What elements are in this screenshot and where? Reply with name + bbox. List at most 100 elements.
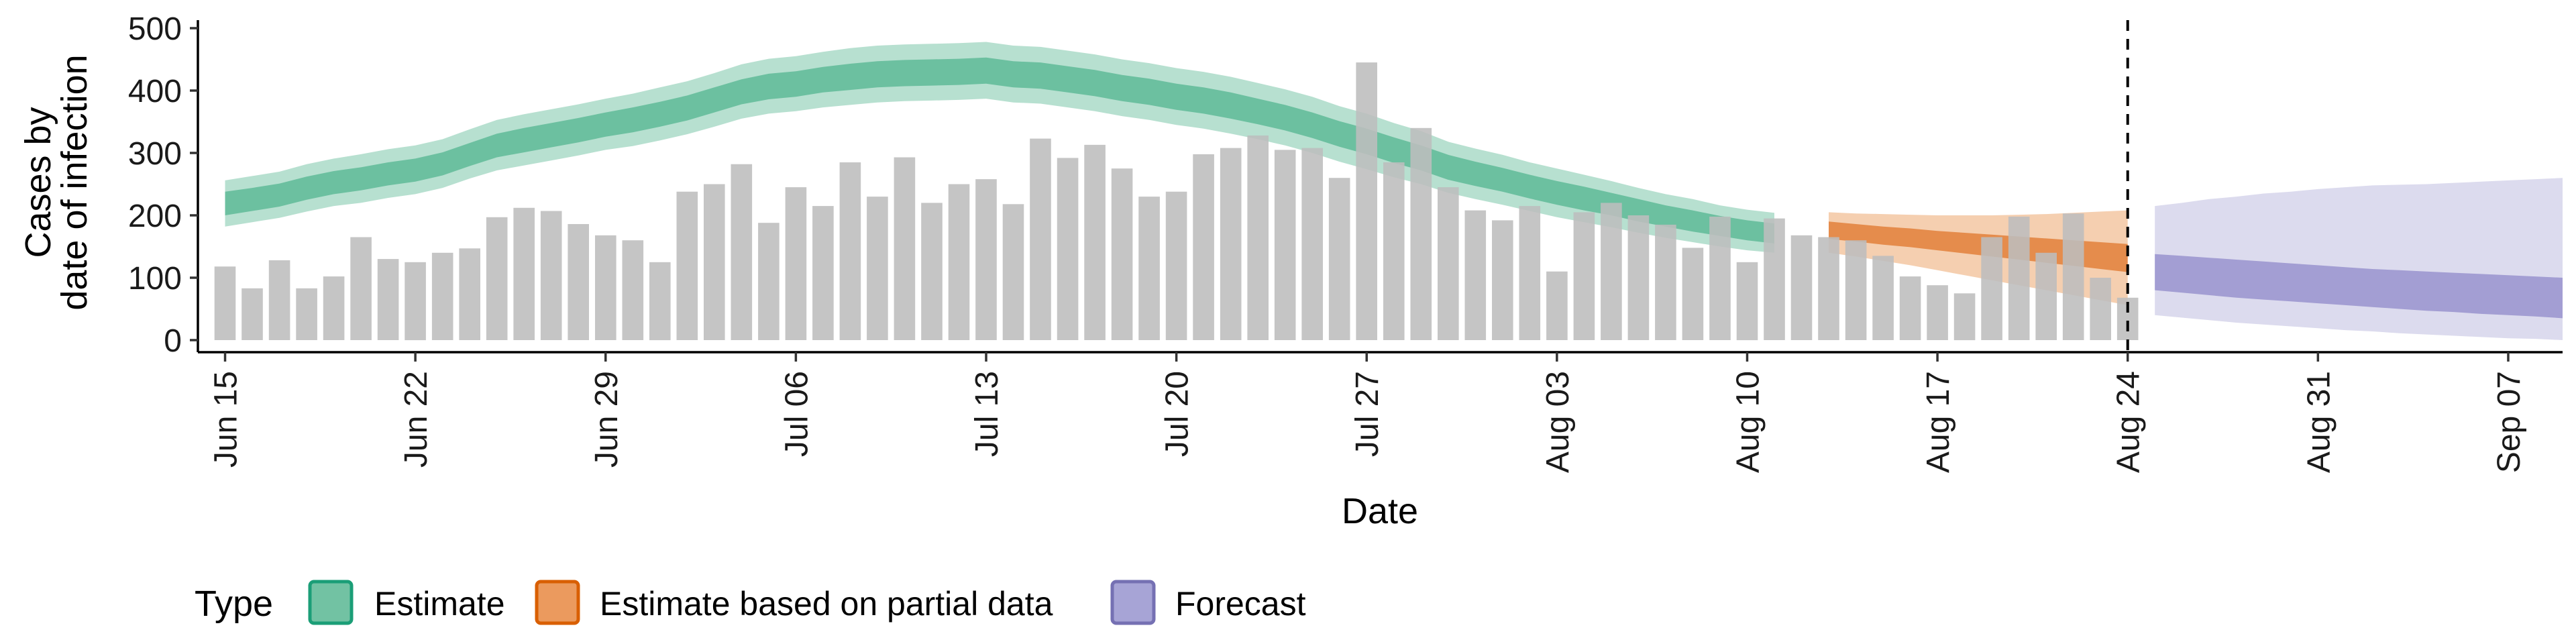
bar [867, 197, 888, 340]
bar [1383, 162, 1405, 340]
bar [1492, 220, 1513, 340]
bar [1030, 138, 1051, 340]
x-tick-label: Jul 06 [779, 371, 814, 457]
bar [758, 223, 780, 340]
bar [1301, 148, 1323, 340]
bar [975, 179, 997, 340]
bar [1872, 256, 1894, 340]
bar [1084, 144, 1106, 340]
x-tick-label: Aug 17 [1921, 371, 1956, 473]
bar [1764, 218, 1785, 340]
x-tick-label: Aug 10 [1731, 371, 1766, 473]
bar [350, 237, 372, 340]
bar [1981, 237, 2002, 340]
bar [296, 288, 317, 340]
axes-layer [197, 20, 2563, 354]
legend-label-estimate: Estimate [374, 585, 505, 623]
bar [1546, 271, 1568, 340]
bar [1464, 210, 1487, 340]
bar [1220, 148, 1242, 340]
legend-swatch-estimate [308, 580, 354, 625]
bar [1927, 285, 1948, 340]
bar [1601, 203, 1622, 340]
y-tick-label: 300 [128, 136, 182, 172]
legend-swatch-partial-data [535, 580, 580, 625]
bar [649, 262, 671, 341]
x-tick-label: Jul 27 [1350, 371, 1385, 457]
bar [540, 211, 562, 340]
bar [1790, 235, 1813, 340]
y-tick-label: 0 [164, 323, 182, 359]
x-tick-label: Jun 22 [398, 371, 434, 468]
bar [459, 248, 480, 340]
bar [1111, 168, 1133, 340]
legend-title: Type [195, 584, 273, 624]
bar [2090, 278, 2111, 340]
bars-layer [214, 62, 2139, 341]
bar [486, 217, 508, 340]
bar [676, 191, 698, 340]
bar [1736, 262, 1758, 341]
bar [1410, 127, 1432, 341]
legend-swatch-forecast [1110, 580, 1156, 625]
bar [405, 262, 426, 341]
bar [622, 240, 644, 340]
x-tick-label: Jun 15 [209, 371, 244, 468]
ticks-layer: 0 100 200 300 400 500 Jun 15 Jun 22 Jun 29 Jul 06… [128, 11, 2527, 473]
bar [1002, 204, 1024, 340]
x-tick-label: Jul 13 [969, 371, 1005, 457]
bar [513, 207, 535, 340]
y-axis-title-line-1: Cases by [18, 107, 58, 258]
bar [1573, 212, 1595, 340]
bar [2035, 252, 2057, 340]
legend-label-partial-data: Estimate based on partial data [600, 585, 1053, 623]
y-tick-label: 200 [128, 199, 182, 234]
band-forecast-inner [2155, 254, 2563, 319]
bar [894, 157, 916, 340]
x-axis-title: Date [1342, 491, 1418, 531]
y-axis-title-line-2: date of infection [54, 54, 95, 310]
bar [1709, 216, 1731, 340]
bar [1899, 276, 1921, 340]
bar [704, 184, 725, 340]
y-tick-label: 500 [128, 11, 182, 47]
bar [241, 288, 263, 340]
bar [731, 164, 753, 340]
bar [1655, 224, 1676, 340]
bar [1627, 215, 1650, 340]
bar [1953, 293, 1976, 341]
x-tick-label: Aug 03 [1540, 371, 1576, 473]
bar [1682, 248, 1704, 340]
bar [1438, 187, 1459, 340]
bar [1057, 158, 1079, 340]
bar [431, 252, 453, 340]
bar [595, 235, 616, 340]
bar [1328, 178, 1350, 340]
bar [2062, 213, 2084, 340]
legend: Type Estimate Estimate based on partial … [195, 580, 1306, 625]
bar [1519, 206, 1541, 340]
bar [812, 206, 834, 340]
bar [568, 224, 589, 340]
bar [1274, 150, 1296, 340]
bar [2008, 216, 2030, 340]
bar [948, 184, 970, 340]
bar [839, 162, 861, 340]
bar [1247, 136, 1269, 340]
bar [323, 276, 345, 340]
x-tick-label: Aug 24 [2111, 371, 2147, 473]
x-tick-label: Jun 29 [589, 371, 625, 468]
bar [268, 260, 290, 340]
bar [1845, 240, 1867, 340]
legend-label-forecast: Forecast [1175, 585, 1306, 623]
bar [377, 259, 399, 340]
bar [1138, 197, 1160, 340]
bar [1356, 62, 1377, 340]
y-tick-label: 100 [128, 261, 182, 297]
x-tick-label: Sep 07 [2491, 371, 2527, 473]
bar [921, 203, 943, 340]
x-tick-label: Jul 20 [1160, 371, 1195, 457]
band-estimate-inner [225, 57, 1774, 244]
y-axis-title: Cases by date of infection [18, 54, 95, 310]
y-tick-label: 400 [128, 74, 182, 109]
